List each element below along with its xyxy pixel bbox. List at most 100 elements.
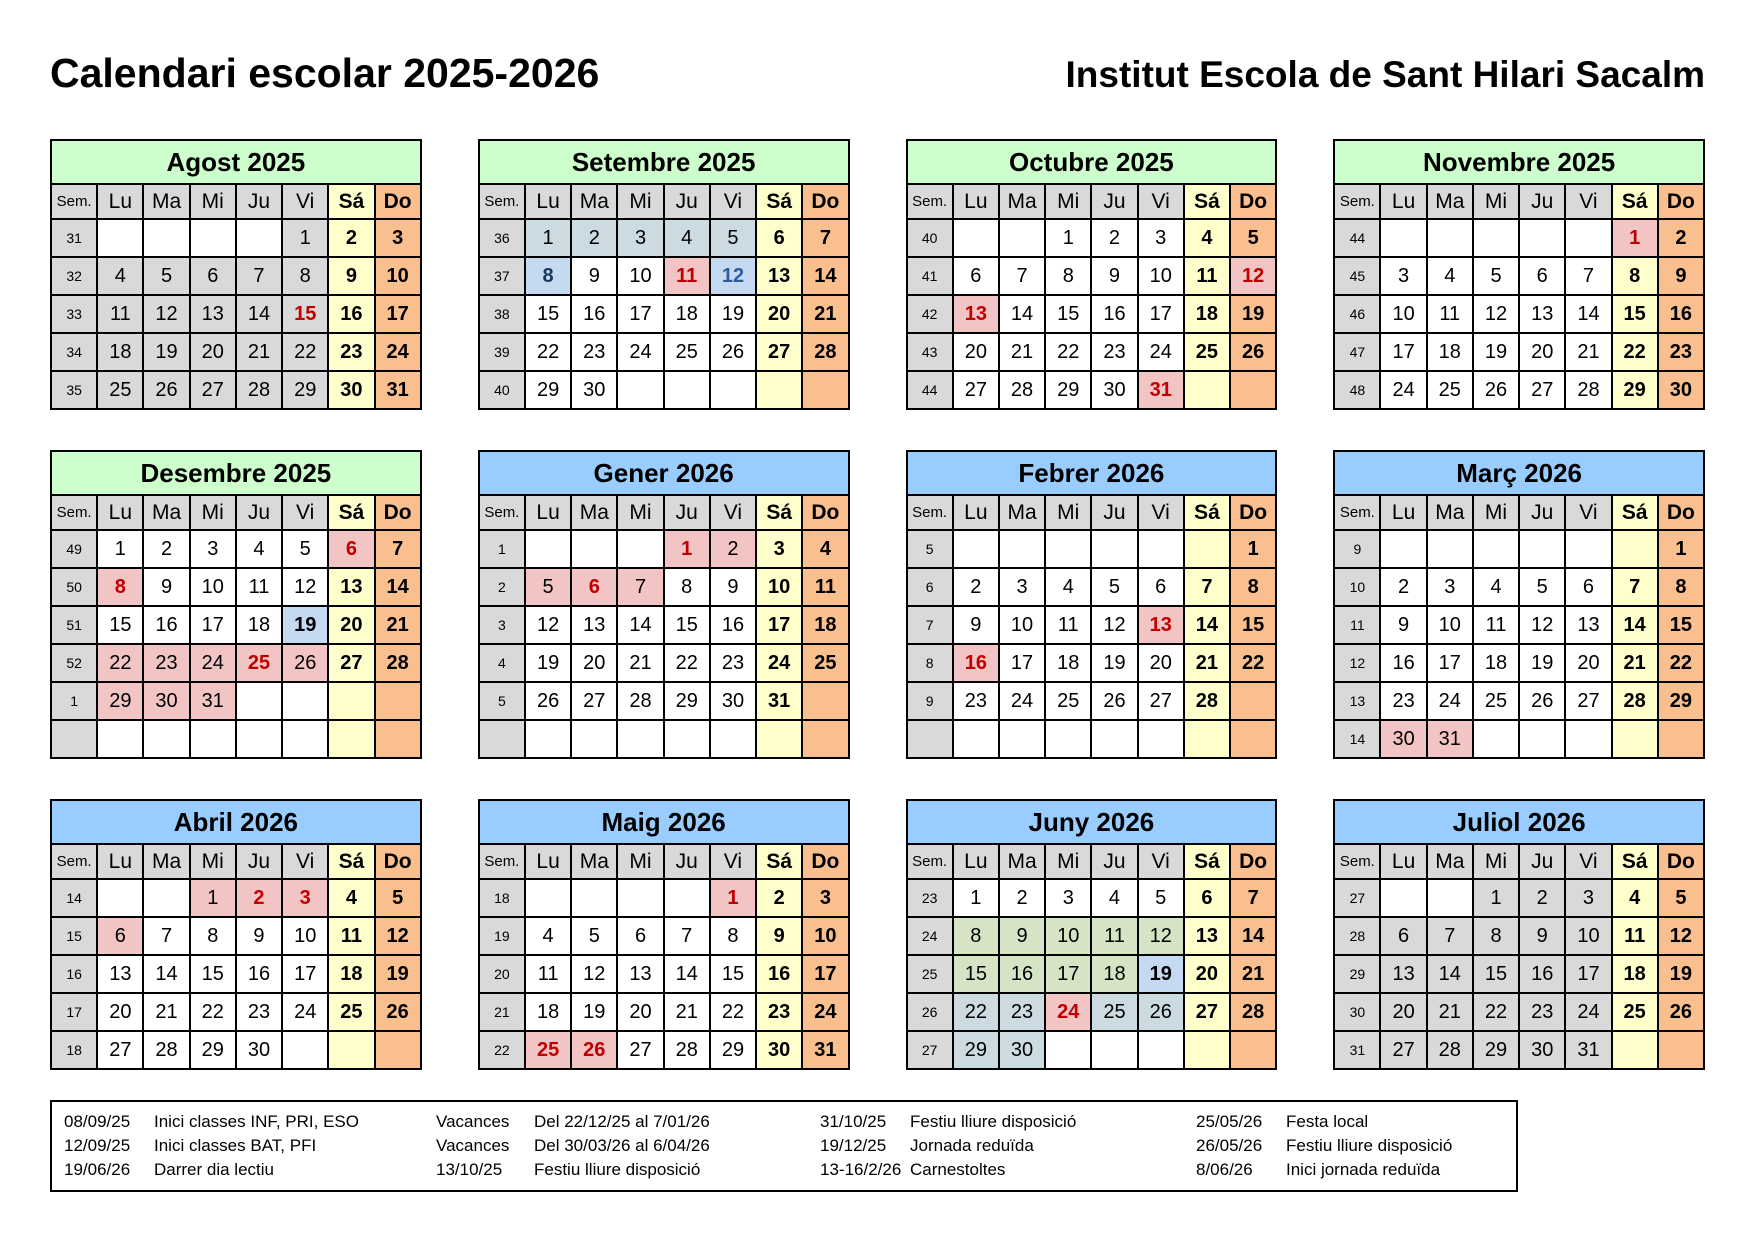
day-cell: 27 bbox=[616, 1030, 665, 1070]
day-cell bbox=[1518, 529, 1567, 569]
day-cell: 11 bbox=[523, 954, 573, 994]
day-cell: 1 bbox=[96, 529, 145, 569]
day-cell: 28 bbox=[1564, 370, 1613, 410]
week-row: 4 19 20 21 22 23 24 25 bbox=[477, 643, 850, 683]
day-cell bbox=[523, 529, 573, 569]
day-cell: 2 bbox=[327, 218, 376, 258]
day-cell: 29 bbox=[523, 370, 573, 410]
day-cell: 9 bbox=[708, 567, 758, 607]
day-cell: 17 bbox=[281, 954, 330, 994]
month-table: Maig 2026 Sem. Lu Ma Mi Ju Vi Sá Do 18 1 2 3 19 4 5 6 7 8 9… bbox=[477, 799, 850, 1070]
day-cell: 12 bbox=[1656, 916, 1706, 956]
day-cell: 4 bbox=[523, 916, 573, 956]
day-cell bbox=[616, 878, 665, 918]
day-cell: 5 bbox=[1656, 878, 1706, 918]
day-cell: 19 bbox=[1518, 643, 1567, 683]
day-cell bbox=[281, 719, 330, 759]
month-title: Gener 2026 bbox=[477, 450, 850, 496]
day-cell: 6 bbox=[951, 256, 1000, 296]
day-cell: 26 bbox=[708, 332, 758, 372]
week-number: 52 bbox=[49, 643, 99, 683]
day-cell: 9 bbox=[755, 916, 804, 956]
day-cell bbox=[327, 681, 376, 721]
weekday-header: Vi bbox=[281, 494, 330, 531]
day-cell: 12 bbox=[523, 605, 573, 645]
legend-item: 19/12/25 Jornada reduïda bbox=[820, 1134, 1196, 1158]
day-cell: 10 bbox=[1564, 916, 1613, 956]
day-cell: 18 bbox=[1610, 954, 1659, 994]
month-table: Octubre 2025 Sem. Lu Ma Mi Ju Vi Sá Do 40 1 2 3 4 5 41 6… bbox=[905, 139, 1278, 410]
day-cell: 1 bbox=[708, 878, 758, 918]
weekday-header: Mi bbox=[188, 843, 237, 880]
weekday-header: Vi bbox=[1564, 494, 1613, 531]
weekday-header: Lu bbox=[523, 494, 573, 531]
day-cell: 27 bbox=[1564, 681, 1613, 721]
day-cell: 14 bbox=[616, 605, 665, 645]
day-cell: 6 bbox=[1518, 256, 1567, 296]
weekday-header: Sá bbox=[755, 494, 804, 531]
day-cell: 21 bbox=[616, 643, 665, 683]
day-cell: 6 bbox=[327, 529, 376, 569]
day-cell: 25 bbox=[1090, 992, 1139, 1032]
week-row: 16 13 14 15 16 17 18 19 bbox=[49, 954, 422, 994]
day-cell: 15 bbox=[96, 605, 145, 645]
day-cell: 12 bbox=[142, 294, 191, 334]
day-cell: 7 bbox=[801, 218, 850, 258]
week-number: 14 bbox=[49, 878, 99, 918]
weekday-header: Ju bbox=[234, 843, 284, 880]
day-cell: 12 bbox=[1090, 605, 1139, 645]
day-cell: 10 bbox=[801, 916, 850, 956]
day-cell: 26 bbox=[281, 643, 330, 683]
day-cell: 14 bbox=[1182, 605, 1232, 645]
day-cell: 27 bbox=[755, 332, 804, 372]
legend-date: Vacances bbox=[436, 1136, 510, 1155]
day-cell bbox=[997, 218, 1047, 258]
day-cell: 4 bbox=[1610, 878, 1659, 918]
legend-item: 8/06/26 Inici jornada reduïda bbox=[1196, 1158, 1504, 1182]
day-cell bbox=[1564, 719, 1613, 759]
day-cell: 7 bbox=[1182, 567, 1232, 607]
day-cell: 9 bbox=[1379, 605, 1428, 645]
day-cell bbox=[234, 719, 284, 759]
week-number: 1 bbox=[477, 529, 526, 569]
day-cell: 10 bbox=[755, 567, 804, 607]
day-cell bbox=[616, 529, 665, 569]
week-row: 1 29 30 31 bbox=[49, 681, 422, 721]
day-cell: 23 bbox=[1379, 681, 1428, 721]
day-cell: 12 bbox=[570, 954, 619, 994]
week-row: 19 4 5 6 7 8 9 10 bbox=[477, 916, 850, 956]
day-cell: 18 bbox=[234, 605, 284, 645]
week-number: 46 bbox=[1333, 294, 1382, 334]
weekday-header: Vi bbox=[1564, 843, 1613, 880]
day-cell: 27 bbox=[1182, 992, 1232, 1032]
weekday-header: Do bbox=[1229, 183, 1278, 220]
day-cell: 15 bbox=[1229, 605, 1278, 645]
day-cell bbox=[1136, 1030, 1185, 1070]
day-cell: 17 bbox=[1425, 643, 1474, 683]
day-cell bbox=[997, 719, 1047, 759]
week-number: 31 bbox=[49, 218, 99, 258]
day-cell bbox=[1044, 719, 1093, 759]
week-number: 5 bbox=[905, 529, 954, 569]
weekday-header: Mi bbox=[616, 183, 665, 220]
day-cell: 31 bbox=[373, 370, 422, 410]
weekday-header: Do bbox=[1656, 843, 1706, 880]
day-cell: 24 bbox=[1379, 370, 1428, 410]
day-cell: 27 bbox=[96, 1030, 145, 1070]
day-cell: 10 bbox=[1136, 256, 1185, 296]
day-cell: 23 bbox=[234, 992, 284, 1032]
month-title: Juny 2026 bbox=[905, 799, 1278, 845]
day-cell: 26 bbox=[1136, 992, 1185, 1032]
week-row: 22 25 26 27 28 29 30 31 bbox=[477, 1030, 850, 1070]
day-cell: 23 bbox=[997, 992, 1047, 1032]
day-cell: 14 bbox=[801, 256, 850, 296]
week-number: 20 bbox=[477, 954, 526, 994]
week-row: 35 25 26 27 28 29 30 31 bbox=[49, 370, 422, 410]
weekday-header: Vi bbox=[708, 494, 758, 531]
day-cell bbox=[1379, 878, 1428, 918]
day-cell: 25 bbox=[1182, 332, 1232, 372]
day-cell: 29 bbox=[1656, 681, 1706, 721]
week-row bbox=[905, 719, 1278, 759]
day-cell: 19 bbox=[281, 605, 330, 645]
